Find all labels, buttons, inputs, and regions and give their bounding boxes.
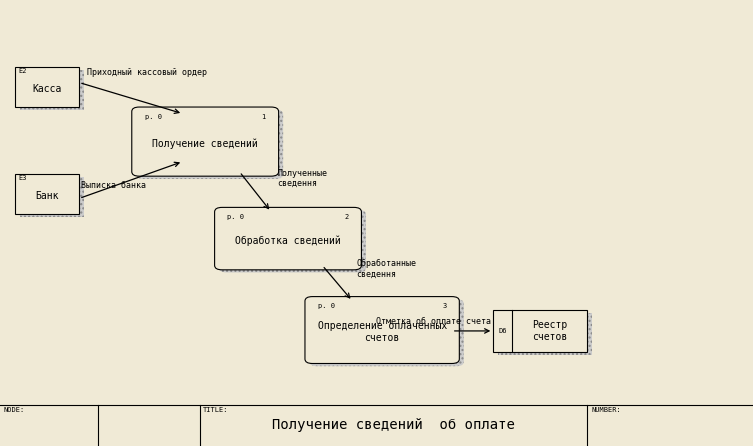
Bar [493,310,587,352]
Text: p. 0: p. 0 [227,214,245,220]
Text: Выписка банка: Выписка банка [81,181,146,190]
Bar [15,174,79,214]
Bar [20,177,84,217]
FancyBboxPatch shape [215,207,361,270]
Text: E2: E2 [18,68,26,74]
Text: Определение оплаченных
счетов: Определение оплаченных счетов [318,322,447,343]
Text: Полученные
сведення: Полученные сведення [277,169,327,188]
Text: NODE:: NODE: [3,407,24,413]
Text: Получение сведений: Получение сведений [152,139,258,149]
Text: 1: 1 [261,114,266,120]
FancyBboxPatch shape [309,299,464,366]
Text: p. 0: p. 0 [318,303,335,309]
Text: Получение сведений  об оплате: Получение сведений об оплате [272,418,515,433]
Bar [498,313,592,355]
Text: E3: E3 [18,175,26,181]
Bar [20,70,84,110]
Text: Обработанные
сведення: Обработанные сведення [356,259,416,279]
Text: TITLE:: TITLE: [203,407,229,413]
Text: Приходный кассовый ордер: Приходный кассовый ордер [87,68,206,77]
Text: p. 0: p. 0 [145,114,162,120]
Bar [498,313,592,355]
Text: Отметка об оплате счета: Отметка об оплате счета [376,318,492,326]
Text: D6: D6 [498,328,507,334]
Text: NUMBER:: NUMBER: [591,407,621,413]
FancyBboxPatch shape [136,110,283,179]
Text: Реестр
счетов: Реестр счетов [532,320,567,342]
Text: 2: 2 [344,214,349,220]
Bar [20,177,84,217]
Text: Банк: Банк [35,191,59,201]
FancyBboxPatch shape [305,297,459,363]
FancyBboxPatch shape [132,107,279,176]
Text: Обработка сведений: Обработка сведений [235,235,341,246]
Text: Касса: Касса [32,84,62,94]
Bar [15,67,79,107]
Text: 3: 3 [442,303,447,309]
FancyBboxPatch shape [219,210,366,273]
Bar [20,70,84,110]
